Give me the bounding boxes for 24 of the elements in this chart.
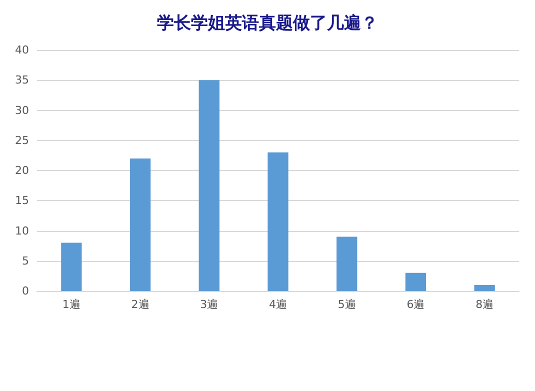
- y-tick-label: 35: [15, 74, 29, 87]
- y-tick-label: 20: [15, 164, 29, 177]
- y-tick-label: 0: [22, 284, 29, 298]
- y-tick-label: 25: [15, 134, 29, 147]
- x-tick-label: 2遍: [131, 298, 150, 311]
- x-tick-label: 5遍: [338, 298, 356, 311]
- bar: [130, 158, 151, 291]
- y-tick-label: 10: [15, 224, 29, 238]
- bar: [405, 272, 426, 291]
- bar: [268, 152, 288, 291]
- y-tick-label: 30: [15, 104, 29, 117]
- chart-title: 学长学姐英语真题做了几遍？: [157, 14, 378, 34]
- x-tick-label: 8遍: [476, 298, 494, 311]
- x-tick-label: 4遍: [269, 298, 287, 311]
- bar: [61, 242, 82, 291]
- x-tick-label: 3遍: [200, 298, 218, 311]
- y-tick-label: 5: [22, 254, 29, 268]
- x-tick-label: 1遍: [62, 298, 80, 311]
- bar: [336, 236, 358, 291]
- bar: [474, 284, 495, 291]
- y-tick-label: 15: [15, 194, 29, 208]
- x-tick-label: 6遍: [406, 298, 425, 311]
- y-tick-label: 40: [15, 44, 29, 56]
- bar: [198, 80, 220, 291]
